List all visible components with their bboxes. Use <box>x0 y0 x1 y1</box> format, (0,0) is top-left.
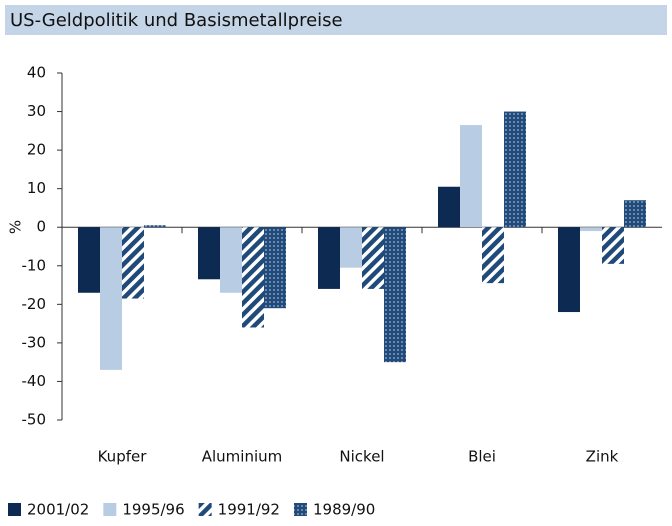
bar <box>460 125 482 228</box>
bar <box>602 227 624 264</box>
bar <box>482 227 504 284</box>
x-tick-label: Nickel <box>339 448 384 466</box>
y-tick-label: 40 <box>27 64 46 82</box>
x-tick-label: Kupfer <box>98 448 148 466</box>
legend-swatch <box>103 503 117 516</box>
y-tick-label: -10 <box>22 256 47 274</box>
bar <box>220 227 242 293</box>
x-tick-label: Blei <box>468 448 496 466</box>
x-tick-label: Zink <box>586 448 619 466</box>
bar <box>144 225 166 228</box>
legend-swatch <box>198 503 212 516</box>
bar <box>318 227 340 289</box>
legend-label: 1995/96 <box>122 501 184 519</box>
legend-label: 1989/90 <box>313 501 375 519</box>
bar <box>78 227 100 293</box>
title-band <box>5 5 667 35</box>
bar <box>242 227 264 328</box>
bar <box>340 227 362 268</box>
bar <box>504 111 526 228</box>
y-tick-label: 30 <box>27 102 46 120</box>
bar <box>624 200 646 228</box>
x-tick-label: Aluminium <box>202 448 283 466</box>
y-tick-label: -50 <box>22 411 47 429</box>
y-tick-label: -40 <box>22 372 47 390</box>
y-tick-label: -30 <box>22 333 47 351</box>
bar <box>100 227 122 370</box>
y-tick-label: 10 <box>27 179 46 197</box>
legend-label: 2001/02 <box>27 501 89 519</box>
legend-swatch <box>8 503 21 516</box>
chart-title: US-Geldpolitik und Basismetallpreise <box>10 10 343 31</box>
bar <box>438 186 460 228</box>
y-tick-label: -20 <box>22 295 47 313</box>
bar <box>198 227 220 280</box>
bar <box>558 227 580 313</box>
y-tick-label: 0 <box>36 218 46 236</box>
bar <box>122 227 144 299</box>
y-tick-label: 20 <box>27 141 46 159</box>
bar <box>264 227 286 309</box>
legend-swatch <box>293 503 307 516</box>
bar <box>580 227 602 232</box>
bar <box>362 227 384 289</box>
legend-label: 1991/92 <box>218 501 280 519</box>
y-axis-label: % <box>7 220 25 234</box>
bar <box>384 227 406 363</box>
